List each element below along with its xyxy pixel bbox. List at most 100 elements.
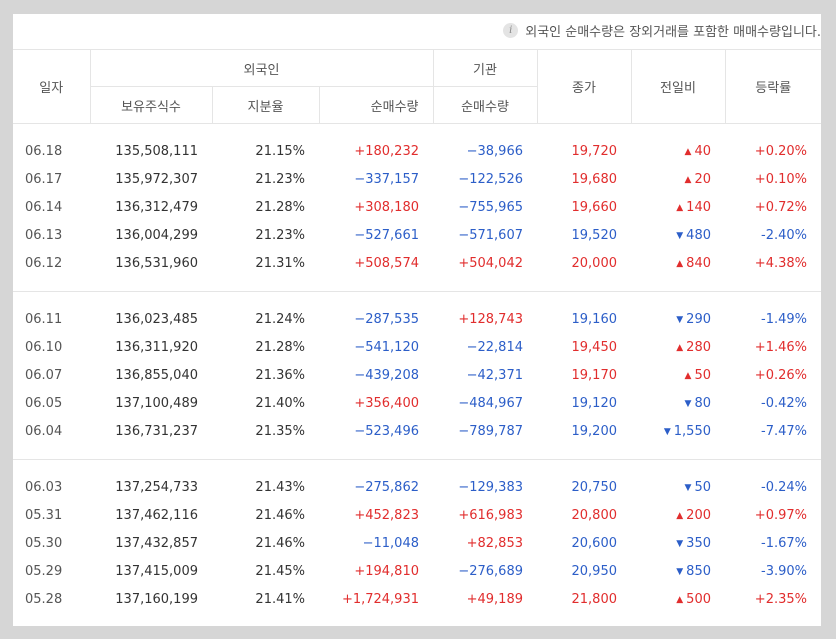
row-spacer (13, 277, 821, 292)
notice: i 외국인 순매수량은 장외거래를 포함한 매매수량입니다. (503, 14, 821, 46)
cell-foreign-net: −287,535 (354, 312, 419, 327)
spacer-cell (13, 124, 821, 138)
table-row: 06.18 135,508,111 21.15% +180,232 −38,966 19,… (13, 138, 821, 166)
triangle-down-icon: ▼ (676, 539, 684, 549)
change-value: 840 (686, 256, 711, 271)
table-row: 06.12 136,531,960 21.31% +508,574 +504,042 20… (13, 250, 821, 278)
cell-change: ▲ 20 (631, 166, 725, 194)
cell-rate: -3.90% (761, 564, 807, 579)
cell-change: ▼ 480 (631, 222, 725, 250)
header-holdings: 보유주식수 (89, 86, 212, 124)
cell-close: 19,520 (571, 228, 618, 243)
cell-rate: -1.49% (761, 312, 807, 327)
table-row: 06.04 136,731,237 21.35% −523,496 −789,787 19… (13, 418, 821, 446)
cell-rate: +0.97% (754, 508, 807, 523)
table-row: 06.13 136,004,299 21.23% −527,661 −571,607 19… (13, 222, 821, 250)
cell-holdings: 137,100,489 (115, 396, 198, 411)
cell-share: 21.36% (255, 368, 305, 383)
cell-inst-net: −42,371 (466, 368, 523, 383)
cell-inst-net: −276,689 (458, 564, 523, 579)
change-value: 500 (686, 592, 711, 607)
cell-share: 21.24% (255, 312, 305, 327)
cell-holdings: 136,311,920 (115, 340, 198, 355)
cell-rate: +1.46% (754, 340, 807, 355)
cell-foreign-net: +194,810 (354, 564, 419, 579)
row-spacer (13, 124, 821, 138)
table-row: 06.14 136,312,479 21.28% +308,180 −755,965 19… (13, 194, 821, 222)
cell-rate: -7.47% (761, 424, 807, 439)
spacer-cell (13, 445, 821, 460)
cell-share: 21.23% (255, 228, 305, 243)
cell-close: 19,720 (571, 144, 618, 159)
triangle-down-icon: ▼ (663, 427, 671, 437)
triangle-up-icon: ▲ (676, 343, 684, 353)
triangle-up-icon: ▲ (676, 595, 684, 605)
table-row: 05.29 137,415,009 21.45% +194,810 −276,689 20… (13, 558, 821, 586)
cell-change: ▼ 80 (631, 390, 725, 418)
cell-foreign-net: +508,574 (354, 256, 419, 271)
cell-close: 19,200 (571, 424, 618, 439)
change-value: 20 (694, 172, 711, 187)
cell-date: 06.11 (25, 312, 63, 327)
spacer-cell (13, 460, 821, 474)
trading-panel: i 외국인 순매수량은 장외거래를 포함한 매매수량입니다. 일자 외국인 기관… (13, 14, 821, 626)
cell-share: 21.28% (255, 340, 305, 355)
cell-holdings: 137,462,116 (115, 508, 198, 523)
cell-rate: -0.42% (761, 396, 807, 411)
table-row: 05.28 137,160,199 21.41% +1,724,931 +49,189 2… (13, 586, 821, 614)
cell-holdings: 136,023,485 (115, 312, 198, 327)
cell-date: 06.12 (25, 256, 63, 271)
cell-rate: +0.10% (754, 172, 807, 187)
cell-change: ▼ 850 (631, 558, 725, 586)
header-close: 종가 (536, 49, 631, 124)
cell-rate: -1.67% (761, 536, 807, 551)
cell-date: 05.31 (25, 508, 63, 523)
cell-foreign-net: −275,862 (354, 480, 419, 495)
row-spacer (13, 460, 821, 474)
cell-rate: +0.72% (754, 200, 807, 215)
cell-share: 21.40% (255, 396, 305, 411)
cell-change: ▲ 840 (631, 250, 725, 278)
cell-close: 20,600 (571, 536, 618, 551)
table-row: 06.11 136,023,485 21.24% −287,535 +128,743 19… (13, 306, 821, 334)
cell-share: 21.45% (255, 564, 305, 579)
header-change: 전일비 (630, 49, 725, 124)
cell-change: ▼ 290 (631, 306, 725, 334)
cell-close: 20,000 (571, 256, 618, 271)
cell-close: 19,450 (571, 340, 618, 355)
cell-foreign-net: +308,180 (354, 200, 419, 215)
cell-foreign-net: −337,157 (354, 172, 419, 187)
cell-rate: +0.26% (754, 368, 807, 383)
notice-text: 외국인 순매수량은 장외거래를 포함한 매매수량입니다. (525, 24, 821, 40)
cell-close: 19,120 (571, 396, 618, 411)
cell-date: 06.13 (25, 228, 63, 243)
cell-share: 21.23% (255, 172, 305, 187)
triangle-up-icon: ▲ (676, 511, 684, 521)
cell-holdings: 137,254,733 (115, 480, 198, 495)
cell-close: 19,160 (571, 312, 618, 327)
cell-share: 21.28% (255, 200, 305, 215)
triangle-down-icon: ▼ (676, 315, 684, 325)
cell-change: ▼ 50 (631, 474, 725, 502)
cell-change: ▼ 350 (631, 530, 725, 558)
cell-date: 06.10 (25, 340, 63, 355)
change-value: 480 (686, 228, 711, 243)
cell-close: 19,660 (571, 200, 618, 215)
cell-rate: -2.40% (761, 228, 807, 243)
spacer-cell (13, 292, 821, 306)
cell-holdings: 136,004,299 (115, 228, 198, 243)
cell-change: ▲ 500 (631, 586, 725, 614)
cell-holdings: 137,415,009 (115, 564, 198, 579)
table-row: 06.03 137,254,733 21.43% −275,862 −129,383 20… (13, 474, 821, 502)
triangle-up-icon: ▲ (684, 371, 692, 381)
cell-close: 21,800 (571, 592, 618, 607)
header-share: 지분율 (211, 86, 319, 124)
cell-holdings: 136,855,040 (115, 368, 198, 383)
info-icon[interactable]: i (503, 22, 519, 38)
trading-table: 일자 외국인 기관 종가 전일비 등락률 보유주식수 지분율 순매수량 순매수량… (13, 49, 821, 614)
cell-holdings: 135,508,111 (115, 144, 198, 159)
change-value: 290 (686, 312, 711, 327)
cell-foreign-net: +1,724,931 (341, 592, 419, 607)
cell-change: ▼ 1,550 (631, 418, 725, 446)
cell-holdings: 136,312,479 (115, 200, 198, 215)
